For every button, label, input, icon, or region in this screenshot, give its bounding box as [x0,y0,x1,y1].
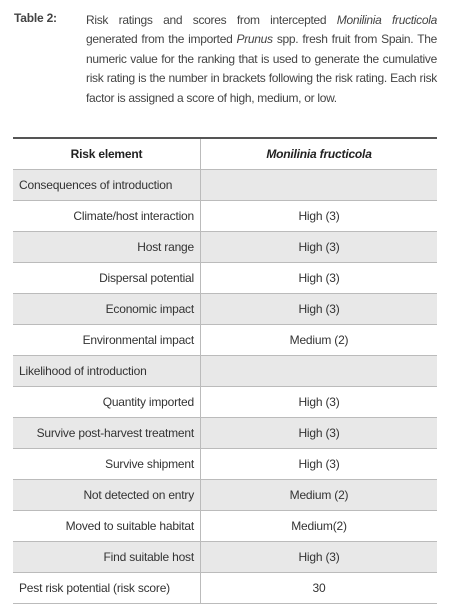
table-row: Find suitable host High (3) [13,541,437,573]
risk-element-cell: Environmental impact [13,324,201,356]
header-cell: Risk element [13,137,201,170]
rating-cell: High (3) [200,386,437,418]
header-row: Risk element Monilinia fructicola [13,137,437,170]
rating-cell: High (3) [200,200,437,232]
table-row: Not detected on entry Medium (2) [13,479,437,511]
table-body: Consequences of introduction Climate/host… [13,169,437,604]
risk-element-cell: Quantity imported [13,386,201,418]
risk-element-cell: Climate/host interaction [13,200,201,232]
risk-table: Risk element Monilinia fructicola Conseq… [13,137,437,604]
table-row: Consequences of introduction [13,169,437,201]
table-row: Moved to suitable habitat Medium(2) [13,510,437,542]
risk-element-cell: Survive post-harvest treatment [13,417,201,449]
caption-text: generated from the imported [86,32,237,47]
table-row: Quantity imported High (3) [13,386,437,418]
rating-cell: High (3) [200,231,437,263]
rating-cell: High (3) [200,417,437,449]
rating-cell: High (3) [200,541,437,573]
risk-element-cell: Economic impact [13,293,201,325]
table-row: Likelihood of introduction [13,355,437,387]
risk-element-cell: Dispersal potential [13,262,201,294]
table-row: Economic impact High (3) [13,293,437,325]
header-cell: Monilinia fructicola [200,137,437,170]
rating-cell: Medium (2) [200,324,437,356]
table-row: Environmental impact Medium (2) [13,324,437,356]
caption: Risk ratings and scores from intercepted… [86,11,437,108]
risk-element-cell: Not detected on entry [13,479,201,511]
table-row: Host range High (3) [13,231,437,263]
rating-cell: 30 [200,572,437,604]
rating-cell [200,355,437,387]
risk-element-cell: Consequences of introduction [13,169,201,201]
table-row: Pest risk potential (risk score) 30 [13,572,437,604]
table-row: Climate/host interaction High (3) [13,200,437,232]
rating-cell: High (3) [200,293,437,325]
risk-element-cell: Find suitable host [13,541,201,573]
table-row: Dispersal potential High (3) [13,262,437,294]
caption-text: spp. fresh fruit from Spain. The numeric… [86,32,437,105]
table-row: Survive post-harvest treatment High (3) [13,417,437,449]
caption-text: Risk ratings and scores from intercepted [86,13,337,27]
caption-italic: Monilinia fructicola [336,13,438,27]
risk-element-cell: Likelihood of introduction [13,355,201,387]
rating-cell: High (3) [200,448,437,480]
caption-italic: Prunus [236,32,274,47]
risk-element-cell: Host range [13,231,201,263]
table-row: Survive shipment High (3) [13,448,437,480]
rating-cell: Medium (2) [200,479,437,511]
risk-element-cell: Survive shipment [13,448,201,480]
rating-cell: Medium(2) [200,510,437,542]
risk-element-cell: Moved to suitable habitat [13,510,201,542]
caption-label: Table 2: [14,11,57,25]
rating-cell [200,169,437,201]
rating-cell: High (3) [200,262,437,294]
risk-element-cell: Pest risk potential (risk score) [13,572,201,604]
